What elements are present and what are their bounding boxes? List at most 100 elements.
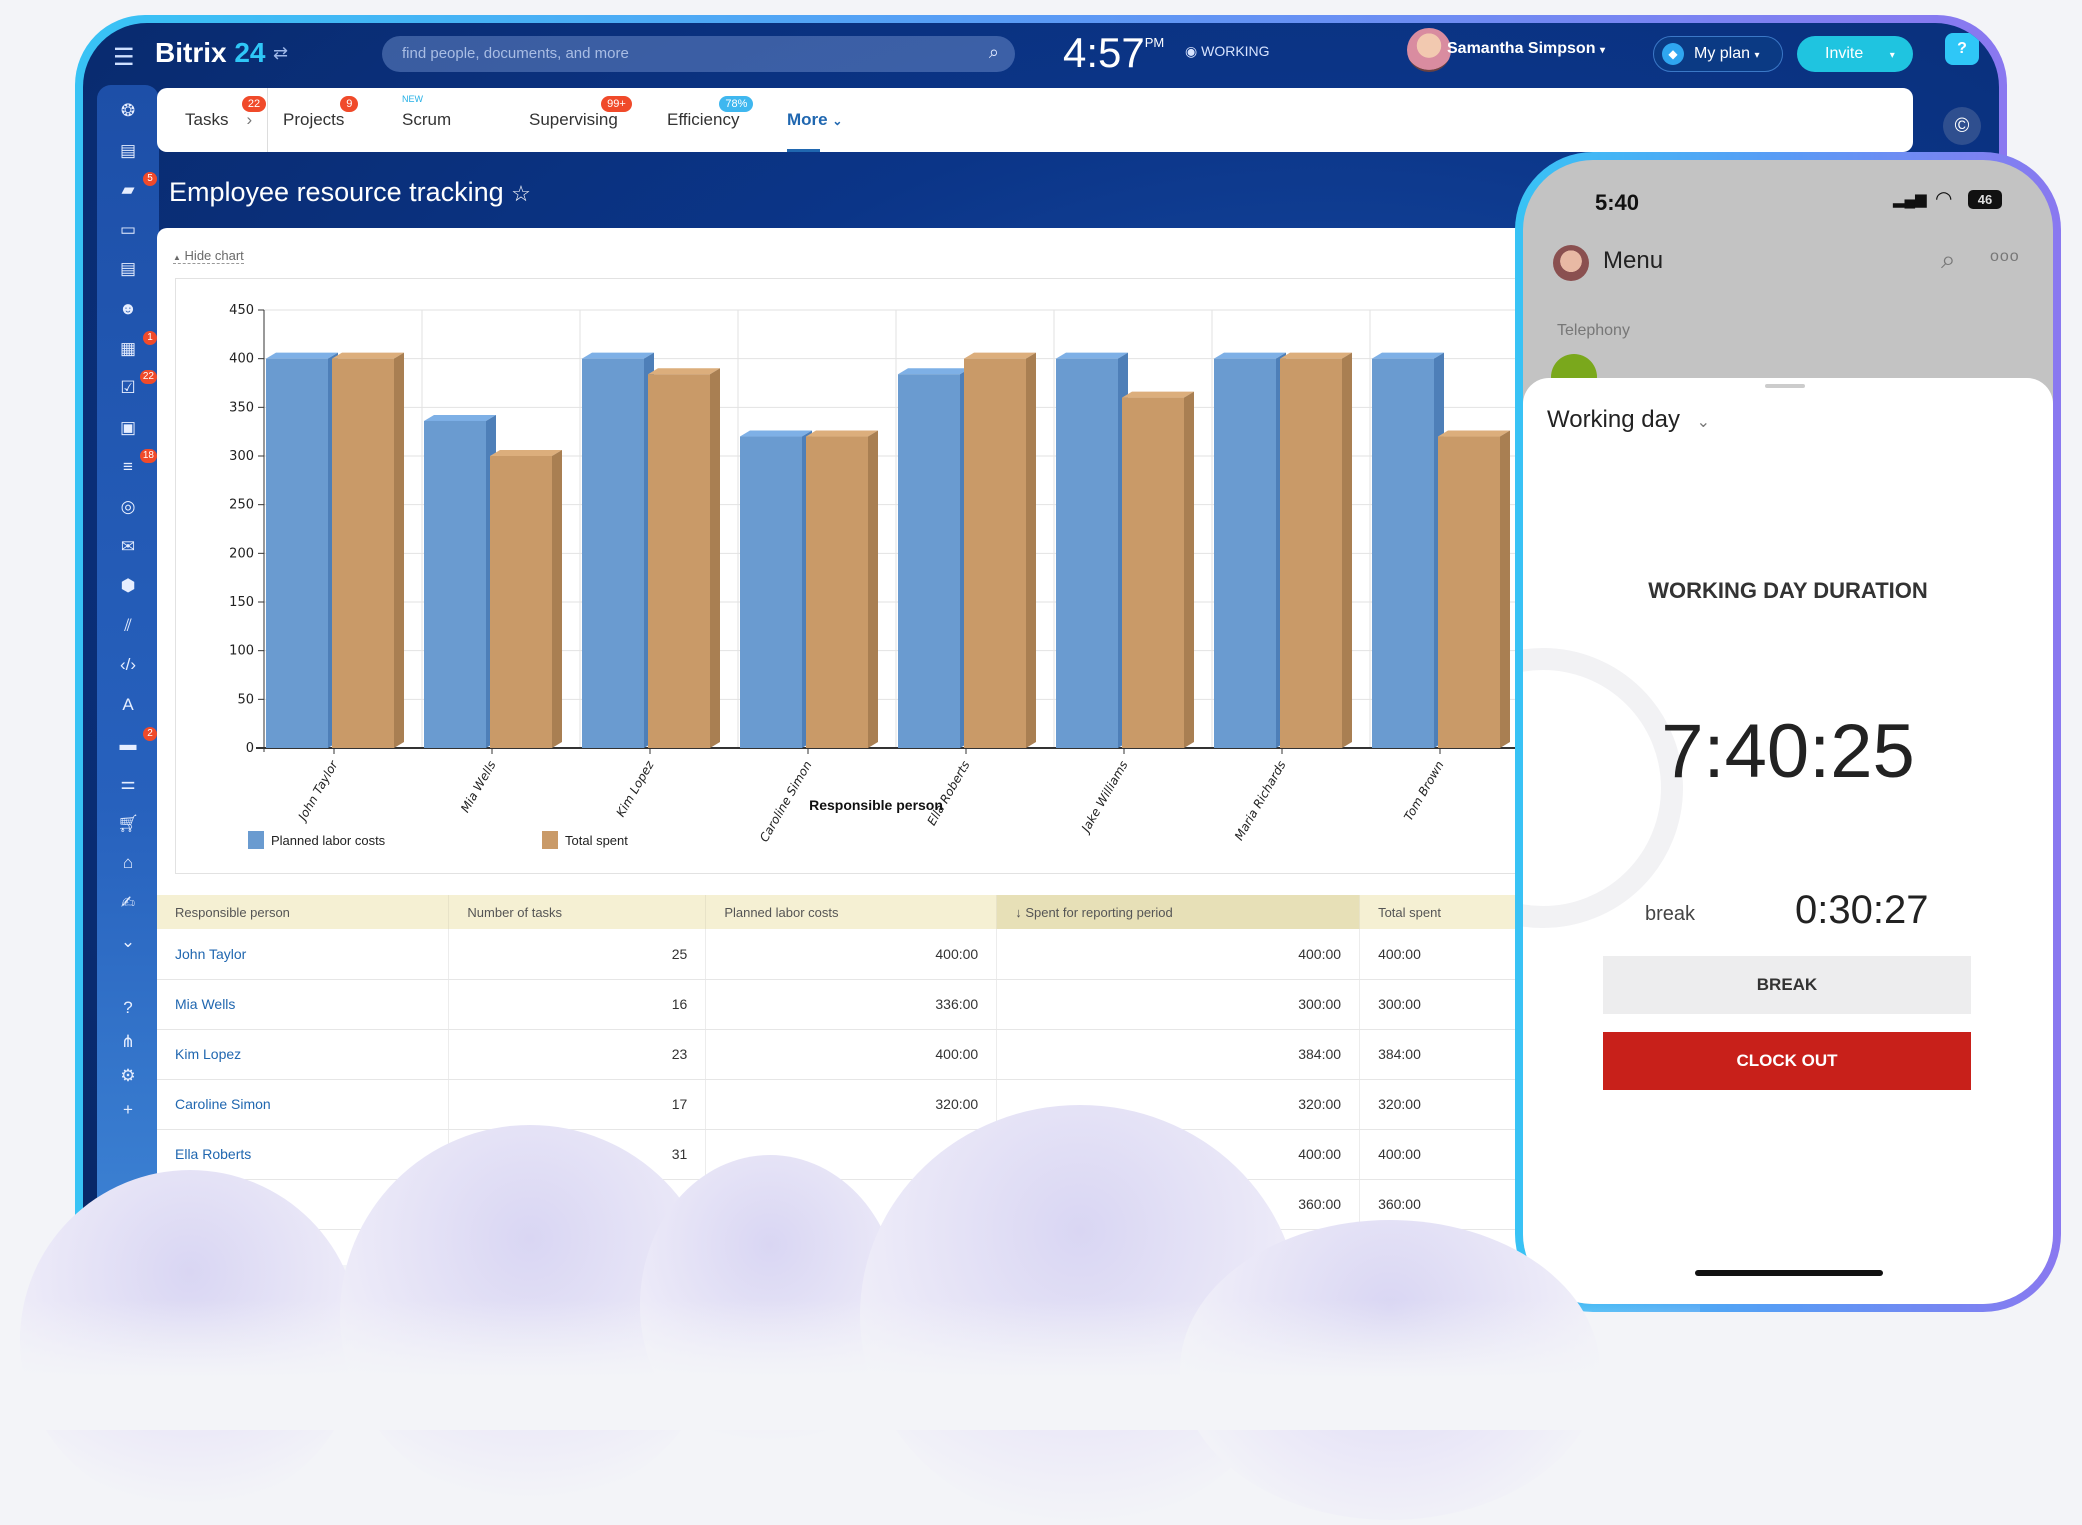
bar-top	[1122, 391, 1194, 398]
person-link[interactable]: Caroline Simon	[157, 1079, 450, 1130]
column-header[interactable]: Responsible person	[157, 895, 450, 929]
legend-label: Planned labor costs	[271, 833, 386, 848]
bar-top	[964, 352, 1036, 359]
copilot-icon[interactable]: ©	[1943, 107, 1981, 145]
working-day-dropdown[interactable]: Working day ⌄	[1547, 406, 1710, 434]
tab-efficiency[interactable]: Efficiency 78%	[667, 96, 754, 130]
tab-projects[interactable]: Projects 9	[283, 96, 359, 130]
more-icon[interactable]: ooo	[1990, 248, 2020, 265]
chevron-down-icon[interactable]: ▾	[1889, 50, 1895, 61]
tab-label: More	[787, 110, 828, 129]
clock-out-button[interactable]: CLOCK OUT	[1603, 1032, 1971, 1090]
bar-side	[710, 368, 720, 748]
hamburger-menu-icon[interactable]: ☰	[113, 44, 135, 71]
invite-button[interactable]: Invite ▾	[1797, 36, 1913, 72]
avatar[interactable]	[1407, 28, 1451, 72]
chevron-right-icon[interactable]: ›	[246, 110, 253, 129]
left-sidebar: ❂ ▤ ▰ 5 ▭ ▤ ☻ ▦ 1 ☑ 22 ▣ ≡ 18 ◎ ✉ ⬢ ⫽ ‹/› A ▬ 2 ⚌ 🛒︎ ⌂ ✍︎ ⌄? ⋔ ⚙ +	[97, 85, 159, 1265]
sidebar-item[interactable]: ◎	[97, 487, 159, 527]
sidebar-bottom-item[interactable]: ⋔	[97, 1022, 159, 1056]
person-link[interactable]: John Taylor	[157, 929, 450, 980]
sidebar-item[interactable]: ≡ 18	[97, 447, 159, 487]
hide-chart-link[interactable]: ▲ Hide chart	[173, 248, 244, 264]
sidebar-item[interactable]: ⌂	[97, 843, 159, 883]
signal-icon: ▂▄▆	[1893, 191, 1927, 208]
sidebar-item[interactable]: ⌄	[97, 922, 159, 962]
bar-top	[1056, 352, 1128, 359]
help-icon: ?	[123, 998, 133, 1018]
sidebar-item[interactable]: 🛒︎	[97, 804, 159, 844]
sidebar-item[interactable]: ▤	[97, 249, 159, 289]
person-link[interactable]: Kim Lopez	[157, 1029, 450, 1080]
tab-supervising[interactable]: Supervising 99+	[529, 96, 632, 130]
sidebar-item[interactable]: ☻	[97, 289, 159, 329]
duration-label: WORKING DAY DURATION	[1648, 578, 1928, 603]
sidebar-badge: 18	[139, 449, 157, 464]
sidebar-item[interactable]: ✉	[97, 527, 159, 567]
drag-handle[interactable]	[1765, 384, 1805, 388]
sidebar-item[interactable]: ▤	[97, 131, 159, 171]
sidebar-item[interactable]: ▦ 1	[97, 329, 159, 369]
y-tick-label: 0	[246, 741, 254, 756]
my-plan-button[interactable]: ◆ My plan ▾	[1653, 36, 1783, 72]
sidebar-item[interactable]: ⫽	[97, 606, 159, 646]
sites-icon: ⫽	[124, 615, 132, 635]
my-plan-label: My plan	[1694, 45, 1751, 62]
settings-sliders-icon: ⚌	[120, 774, 136, 794]
sidebar-item[interactable]: ☑ 22	[97, 368, 159, 408]
table-row: John Taylor 25 400:00 400:00 400:00	[157, 929, 1657, 980]
bar-side	[868, 430, 878, 748]
break-time: 0:30:27	[1795, 888, 1929, 932]
cart-icon: 🛒︎	[117, 813, 139, 833]
more-icon: ⌄	[120, 932, 136, 952]
tab-tasks[interactable]: Tasks 22 ›	[185, 96, 267, 130]
battery-icon: 46	[1968, 190, 2002, 209]
sidebar-bottom-item[interactable]: ⚙	[97, 1056, 159, 1090]
break-button[interactable]: BREAK	[1603, 956, 1971, 1014]
bar	[898, 374, 960, 748]
sidebar-item[interactable]: ‹/›	[97, 645, 159, 685]
logo[interactable]: Bitrix 24	[155, 37, 266, 69]
table-row: Kim Lopez 23 400:00 384:00 384:00	[157, 1029, 1657, 1080]
bar	[740, 436, 802, 748]
sidebar-item[interactable]: ❂	[97, 91, 159, 131]
switch-icon[interactable]: ⇄	[273, 43, 289, 63]
bar-chart: 0 50 100 150 200 250 300 350 400 450 John Taylor Mi…	[229, 303, 1636, 849]
record-icon: ◉	[1185, 43, 1198, 59]
search-icon[interactable]: ⌕	[988, 42, 999, 62]
target-icon: ◎	[120, 496, 136, 516]
column-header[interactable]: ↓ Spent for reporting period	[996, 895, 1361, 929]
search-icon[interactable]: ⌕	[1941, 244, 1956, 274]
person-link[interactable]: Mia Wells	[157, 979, 450, 1030]
tab-scrum[interactable]: Scrum NEW	[402, 94, 451, 130]
star-icon[interactable]: ☆	[511, 181, 531, 206]
work-status[interactable]: ◉ WORKING	[1185, 43, 1270, 60]
sidebar-item[interactable]: A	[97, 685, 159, 725]
phone-avatar[interactable]	[1553, 245, 1589, 281]
sidebar-item[interactable]: ▰ 5	[97, 170, 159, 210]
y-tick-label: 150	[229, 595, 254, 610]
sidebar-item[interactable]: ⚌	[97, 764, 159, 804]
sidebar-bottom-item[interactable]: ?	[97, 988, 159, 1022]
column-header[interactable]: Number of tasks	[448, 895, 707, 929]
tasks-icon: ☑	[120, 378, 136, 398]
phone-time: 5:40	[1595, 190, 1640, 215]
table-cell: 400:00	[705, 1029, 998, 1080]
sidebar-item[interactable]: ▬ 2	[97, 725, 159, 765]
invite-label: Invite	[1825, 45, 1864, 62]
search-input[interactable]: find people, documents, and more ⌕	[382, 36, 1015, 72]
sidebar-item[interactable]: ⬢	[97, 566, 159, 606]
help-button[interactable]: ?	[1945, 33, 1979, 65]
sidebar-item[interactable]: ▣	[97, 408, 159, 448]
sidebar-item[interactable]: ✍︎	[97, 883, 159, 923]
sidebar-item[interactable]: ▭	[97, 210, 159, 250]
sidebar-badge: 5	[143, 172, 157, 187]
x-tick-label: Mia Wells	[458, 759, 499, 815]
tab-more[interactable]: More ⌄	[787, 110, 842, 152]
user-menu[interactable]: Samantha Simpson ▾	[1447, 40, 1605, 58]
sidebar-bottom-item[interactable]: +	[97, 1090, 159, 1124]
legend-swatch	[542, 831, 558, 849]
clock[interactable]: 4:57PM	[1063, 29, 1164, 77]
column-header[interactable]: Planned labor costs	[705, 895, 998, 929]
y-tick-label: 250	[229, 498, 254, 513]
